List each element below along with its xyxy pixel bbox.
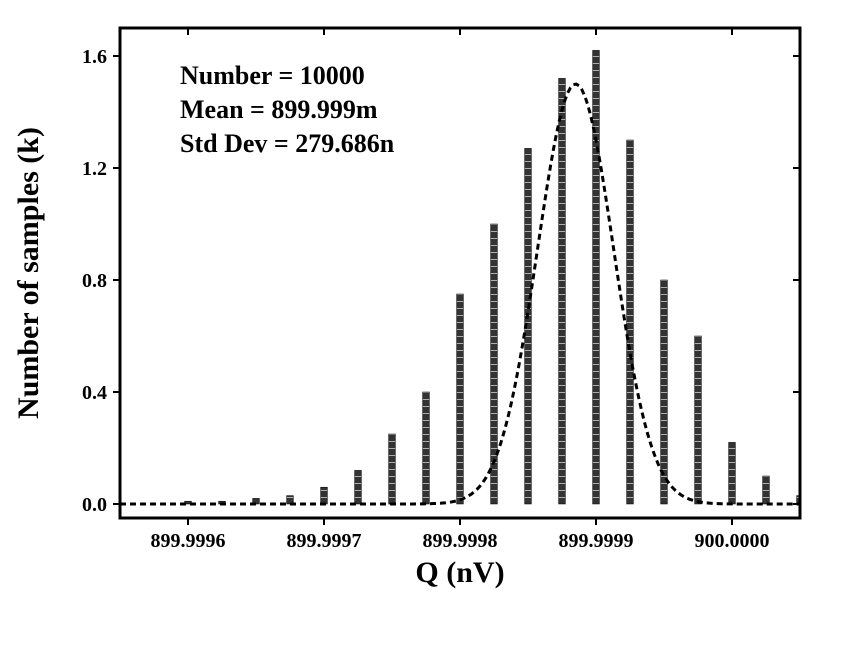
y-tick-label: 1.6 [82, 46, 107, 68]
y-tick-label: 1.2 [82, 158, 107, 180]
histogram-bar [355, 470, 362, 504]
histogram-bar [423, 392, 430, 504]
x-axis-label: Q (nV) [415, 556, 504, 589]
y-tick-label: 0.4 [82, 382, 107, 404]
annotation-line: Number = 10000 [180, 61, 365, 90]
histogram-bar [457, 294, 464, 504]
x-tick-label: 900.0000 [695, 530, 770, 552]
histogram-bar [729, 442, 736, 504]
x-tick-label: 899.9999 [559, 530, 634, 552]
annotation-line: Std Dev = 279.686n [180, 129, 395, 158]
histogram-bar [763, 476, 770, 504]
y-axis-label: Number of samples (k) [12, 127, 45, 419]
x-tick-label: 899.9997 [287, 530, 362, 552]
histogram-bar [559, 78, 566, 504]
annotation-line: Mean = 899.999m [180, 95, 378, 124]
chart-svg: 899.9996 899.9997 899.9998 899.9999 900.0000… [0, 0, 844, 640]
histogram-bar [389, 434, 396, 504]
histogram-bar [627, 140, 634, 504]
histogram-chart: 899.9996 899.9997 899.9998 899.9999 900.0000… [0, 0, 844, 640]
y-tick-label: 0.0 [82, 494, 107, 516]
histogram-bar [321, 487, 328, 504]
histogram-bar [695, 336, 702, 504]
histogram-bar [593, 50, 600, 504]
x-tick-label: 899.9996 [151, 530, 226, 552]
y-tick-label: 0.8 [82, 270, 107, 292]
x-tick-label: 899.9998 [423, 530, 498, 552]
